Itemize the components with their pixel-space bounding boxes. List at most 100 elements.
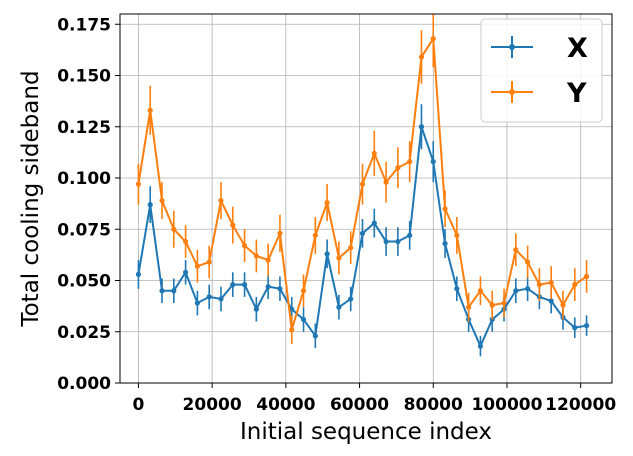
y-tick-label: 0.100 <box>57 169 111 189</box>
data-point <box>477 343 484 349</box>
data-point <box>501 300 507 306</box>
legend-label: Y <box>566 78 587 109</box>
data-point <box>277 230 283 236</box>
x-tick-label: 100000 <box>471 395 542 415</box>
data-point <box>218 296 224 302</box>
data-point <box>206 294 212 300</box>
data-point <box>289 306 295 312</box>
plot-frame <box>119 13 613 384</box>
legend-marker <box>509 89 515 95</box>
data-point <box>183 269 189 275</box>
data-point <box>135 271 142 277</box>
data-point <box>300 316 307 323</box>
data-point <box>466 304 472 310</box>
data-point <box>241 243 248 249</box>
data-point <box>442 206 448 212</box>
data-point <box>359 181 366 187</box>
series-x <box>135 104 590 357</box>
x-tick-label: 60000 <box>330 395 389 415</box>
data-point <box>253 306 259 312</box>
data-point <box>135 181 142 187</box>
data-point <box>407 159 413 165</box>
data-point <box>159 197 165 204</box>
data-point <box>371 150 377 156</box>
data-point <box>348 245 354 251</box>
legend-label: X <box>567 33 588 64</box>
data-point <box>430 36 436 42</box>
data-point <box>241 282 248 288</box>
y-tick-label: 0.175 <box>57 15 111 35</box>
data-point <box>277 286 283 292</box>
y-tick-label: 0.150 <box>57 67 111 87</box>
ticks: 0 20000 40000 60000 80000 100000 120000 0.000 0.… <box>57 15 616 415</box>
data-point <box>513 247 519 253</box>
x-axis-label: Initial sequence index <box>240 419 492 445</box>
legend: XY <box>480 18 603 123</box>
data-point <box>430 159 436 165</box>
data-point <box>265 284 271 290</box>
data-point <box>548 279 554 286</box>
data-point <box>253 253 259 259</box>
x-tick-label: 80000 <box>404 395 463 415</box>
data-point <box>489 302 495 308</box>
data-point <box>418 124 425 130</box>
data-point <box>525 259 531 265</box>
legend-item-y: Y <box>491 78 587 109</box>
data-point <box>477 288 484 294</box>
y-tick-label: 0.025 <box>57 323 111 343</box>
data-point <box>383 179 389 185</box>
data-point <box>171 288 177 294</box>
y-tick-label: 0.075 <box>57 220 111 240</box>
y-tick-label: 0.000 <box>57 374 111 394</box>
data-point <box>159 288 165 294</box>
data-point <box>194 263 200 269</box>
data-point <box>312 232 318 238</box>
data-point <box>536 282 542 288</box>
data-point <box>265 257 271 263</box>
data-point <box>407 232 413 238</box>
data-point <box>583 273 590 279</box>
data-point <box>525 286 531 292</box>
data-point <box>359 230 366 236</box>
y-tick-label: 0.125 <box>57 118 111 138</box>
data-point <box>560 302 566 308</box>
data-point <box>513 288 519 294</box>
data-point <box>147 107 153 113</box>
data-point <box>336 304 342 310</box>
y-tick-label: 0.050 <box>57 272 111 292</box>
series-layer <box>135 14 590 357</box>
data-point <box>371 220 377 226</box>
data-point <box>194 300 200 306</box>
data-point <box>312 333 318 339</box>
x-tick-label: 40000 <box>256 395 315 415</box>
data-point <box>206 259 212 265</box>
data-point <box>583 323 590 329</box>
x-tick-label: 0 <box>133 395 145 415</box>
data-point <box>442 241 448 247</box>
data-point <box>336 255 342 261</box>
data-point <box>230 222 236 228</box>
data-point <box>324 200 330 206</box>
data-point <box>230 282 236 288</box>
legend-marker <box>509 44 515 50</box>
data-point <box>418 54 425 60</box>
data-point <box>289 327 295 333</box>
data-point <box>300 288 307 294</box>
series-y <box>135 14 590 345</box>
data-point <box>548 298 554 304</box>
data-point <box>147 202 153 208</box>
data-point <box>572 282 578 288</box>
data-point <box>395 238 401 245</box>
data-point <box>454 232 460 238</box>
x-tick-label: 20000 <box>183 395 242 415</box>
data-point <box>324 251 330 257</box>
data-point <box>395 165 401 171</box>
data-point <box>348 296 354 302</box>
legend-item-x: X <box>491 33 588 64</box>
data-point <box>183 238 189 245</box>
data-point <box>383 238 389 245</box>
data-point <box>454 286 460 292</box>
data-point <box>218 197 224 204</box>
x-tick-label: 120000 <box>545 395 616 415</box>
